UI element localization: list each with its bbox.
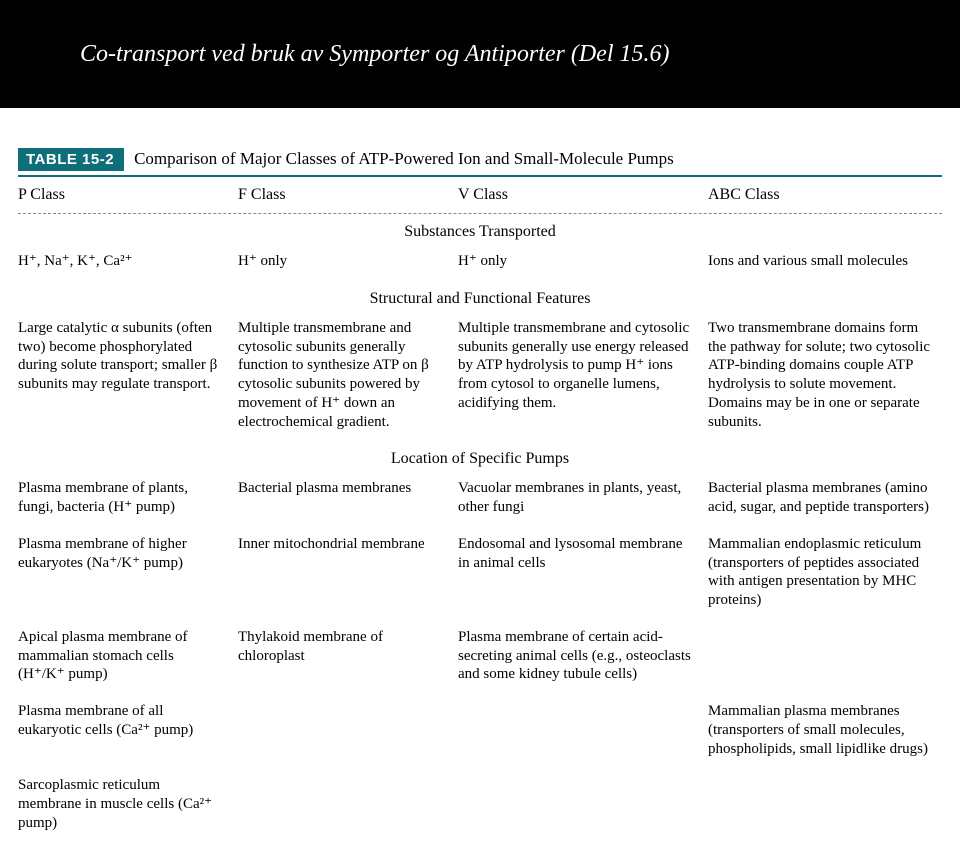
cell-loc-2-p: Apical plasma membrane of mammalian stom… xyxy=(18,624,228,698)
section-features: Structural and Functional Features xyxy=(18,285,942,315)
cell-loc-1-abc: Mammalian endoplasmic reticulum (transpo… xyxy=(708,531,942,624)
cell-loc-3-abc: Mammalian plasma membranes (transporters… xyxy=(708,698,942,772)
cell-loc-1-f: Inner mitochondrial membrane xyxy=(238,531,448,624)
cell-sub-p: H⁺, Na⁺, K⁺, Ca²⁺ xyxy=(18,248,228,285)
cell-sub-abc: Ions and various small molecules xyxy=(708,248,942,285)
table-caption: Comparison of Major Classes of ATP-Power… xyxy=(128,149,674,168)
cell-loc-4-abc xyxy=(708,772,942,846)
cell-loc-0-v: Vacuolar membranes in plants, yeast, oth… xyxy=(458,475,698,531)
cell-loc-3-f xyxy=(238,698,448,772)
cell-loc-4-p: Sarcoplasmic reticulum membrane in muscl… xyxy=(18,772,228,846)
cell-loc-4-v xyxy=(458,772,698,846)
cell-loc-0-p: Plasma membrane of plants, fungi, bacter… xyxy=(18,475,228,531)
divider xyxy=(18,213,942,214)
cell-sub-v: H⁺ only xyxy=(458,248,698,285)
table-label: TABLE 15-2 xyxy=(18,148,124,171)
cell-feat-v: Multiple transmembrane and cytosolic sub… xyxy=(458,315,698,446)
col-head-f: F Class xyxy=(238,183,448,211)
table-grid: P Class F Class V Class ABC Class Substa… xyxy=(18,183,942,847)
cell-feat-f: Multiple transmembrane and cytosolic sub… xyxy=(238,315,448,446)
cell-feat-p: Large catalytic α subunits (often two) b… xyxy=(18,315,228,446)
cell-loc-0-abc: Bacterial plasma membranes (amino acid, … xyxy=(708,475,942,531)
cell-loc-3-v xyxy=(458,698,698,772)
col-head-v: V Class xyxy=(458,183,698,211)
page-body: TABLE 15-2 Comparison of Major Classes o… xyxy=(0,108,960,867)
cell-loc-2-v: Plasma membrane of certain acid-secretin… xyxy=(458,624,698,698)
cell-loc-1-v: Endosomal and lysosomal membrane in anim… xyxy=(458,531,698,624)
cell-loc-2-f: Thylakoid membrane of chloroplast xyxy=(238,624,448,698)
col-head-abc: ABC Class xyxy=(708,183,942,211)
cell-loc-3-p: Plasma membrane of all eukaryotic cells … xyxy=(18,698,228,772)
col-head-p: P Class xyxy=(18,183,228,211)
slide-header: Co-transport ved bruk av Symporter og An… xyxy=(0,0,960,108)
section-location: Location of Specific Pumps xyxy=(18,445,942,475)
slide-title: Co-transport ved bruk av Symporter og An… xyxy=(80,41,670,68)
cell-loc-0-f: Bacterial plasma membranes xyxy=(238,475,448,531)
cell-feat-abc: Two transmembrane domains form the pathw… xyxy=(708,315,942,446)
cell-loc-2-abc xyxy=(708,624,942,698)
section-substances: Substances Transported xyxy=(18,218,942,248)
cell-loc-4-f xyxy=(238,772,448,846)
table-caption-row: TABLE 15-2 Comparison of Major Classes o… xyxy=(18,148,942,177)
cell-sub-f: H⁺ only xyxy=(238,248,448,285)
cell-loc-1-p: Plasma membrane of higher eukaryotes (Na… xyxy=(18,531,228,624)
